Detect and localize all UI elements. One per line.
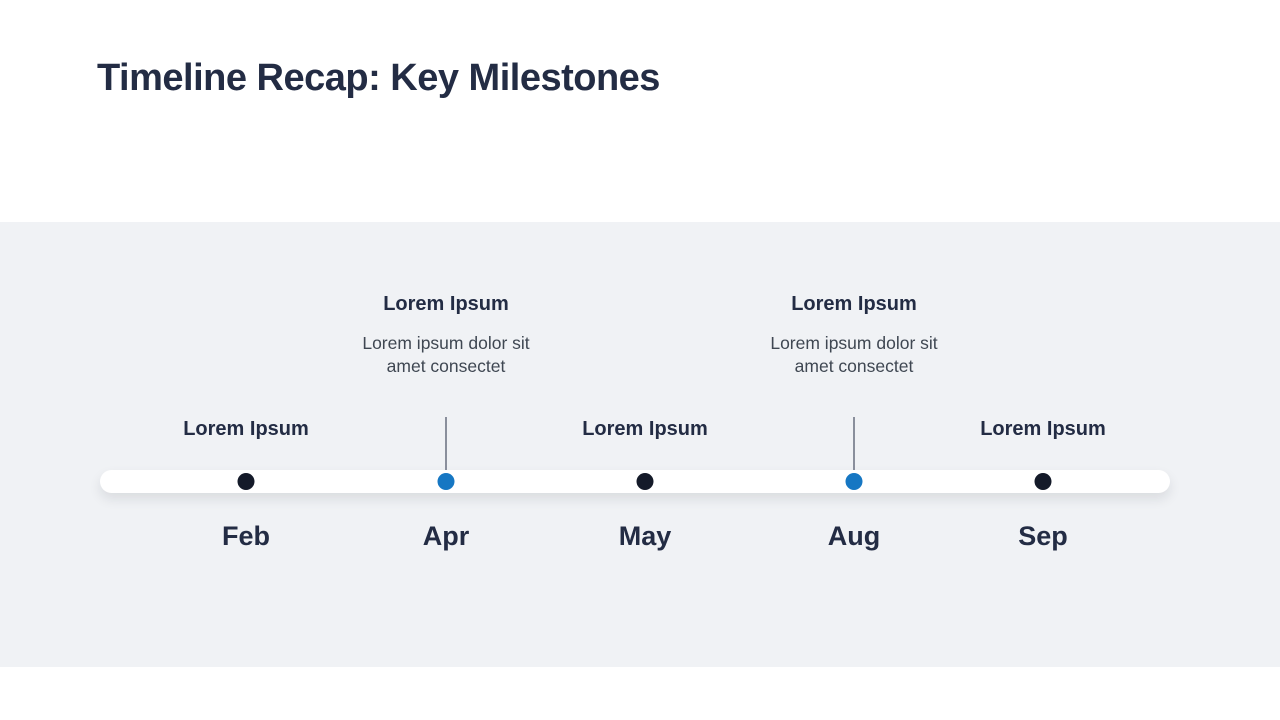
timeline-bar [100,470,1170,493]
milestone-dot [1034,473,1052,490]
milestone-month: Feb [221,521,271,551]
connector-line [445,417,447,470]
milestone-label: Lorem Ipsum [582,418,708,440]
milestone-heading: Lorem Ipsum [791,293,917,315]
milestone-month: May [618,521,672,551]
milestone-dot [845,473,863,490]
slide-title: Timeline Recap: Key Milestones [97,57,660,99]
milestone-dot [636,473,654,490]
milestone-description: Lorem ipsum dolor sit amet consectet [362,333,530,376]
milestone-label: Lorem Ipsum [980,418,1106,440]
timeline-panel: Lorem Ipsum Feb Lorem Ipsum Lorem ipsum … [0,222,1280,667]
milestone-dot [237,473,255,490]
connector-line [853,417,855,470]
milestone-month: Apr [422,521,470,551]
milestone-heading: Lorem Ipsum [383,293,509,315]
milestone-month: Aug [827,521,881,551]
milestone-month: Sep [1018,521,1068,551]
milestone-dot [437,473,455,490]
milestone-description: Lorem ipsum dolor sit amet consectet [770,333,938,376]
milestone-label: Lorem Ipsum [183,418,309,440]
